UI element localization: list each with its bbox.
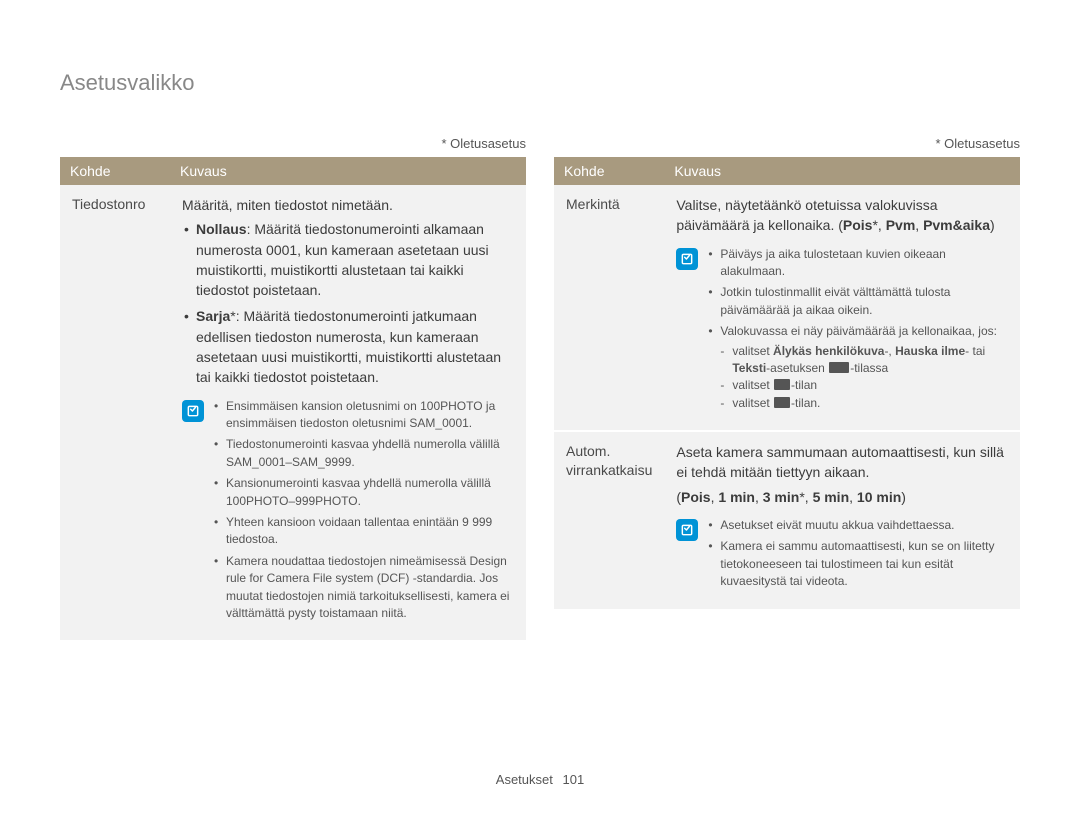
footer-section: Asetukset (496, 772, 553, 787)
note-item: Jotkin tulostinmallit eivät välttämättä … (708, 284, 1008, 319)
page-footer: Asetukset 101 (0, 772, 1080, 787)
default-note-left: * Oletusasetus (60, 136, 526, 151)
note-item: Kamera ei sammu automaattisesti, kun se … (708, 538, 1008, 590)
dash-text: -tilan (791, 378, 817, 392)
dash-text: valitset (732, 396, 773, 410)
bullet-lead: Sarja (196, 308, 230, 324)
th-kohde: Kohde (554, 157, 664, 185)
note-list: Päiväys ja aika tulostetaan kuvien oikea… (708, 246, 1008, 417)
kohde-cell: Merkintä (554, 185, 664, 431)
note-block: Päiväys ja aika tulostetaan kuvien oikea… (676, 246, 1008, 417)
page-title: Asetusvalikko (60, 70, 1020, 96)
options-line: (Pois, 1 min, 3 min*, 5 min, 10 min) (676, 487, 1008, 507)
note-list: Asetukset eivät muutu akkua vaihdettaess… (708, 517, 1008, 595)
intro-bold: Pvm (886, 217, 916, 233)
note-text: Valokuvassa ei näy päivämäärää ja kellon… (720, 324, 997, 338)
dash-item: valitset -tilan. (720, 395, 1008, 412)
left-column: * Oletusasetus Kohde Kuvaus Tiedostonro … (60, 136, 526, 640)
note-item: Kansionumerointi kasvaa yhdellä numeroll… (214, 475, 514, 510)
left-table: Kohde Kuvaus Tiedostonro Määritä, miten … (60, 157, 526, 640)
note-item: Päiväys ja aika tulostetaan kuvien oikea… (708, 246, 1008, 281)
note-icon (676, 519, 698, 541)
intro-part: , (878, 217, 886, 233)
dash-text: -tilan. (791, 396, 820, 410)
columns-container: * Oletusasetus Kohde Kuvaus Tiedostonro … (60, 136, 1020, 640)
dash-bold: Älykäs henkilökuva (773, 344, 884, 358)
th-kohde: Kohde (60, 157, 170, 185)
dash-item: valitset -tilan (720, 377, 1008, 394)
main-bullet-list: Nollaus: Määritä tiedostonumerointi alka… (182, 219, 514, 387)
note-block: Asetukset eivät muutu akkua vaihdettaess… (676, 517, 1008, 595)
th-kuvaus: Kuvaus (664, 157, 1020, 185)
intro-text: Aseta kamera sammumaan automaattisesti, … (676, 442, 1008, 483)
kohde-cell: Tiedostonro (60, 185, 170, 640)
note-item: Yhteen kansioon voidaan tallentaa enintä… (214, 514, 514, 549)
kuvaus-cell: Valitse, näytetäänkö otetuissa valokuvis… (664, 185, 1020, 431)
kohde-cell: Autom. virrankatkaisu (554, 431, 664, 608)
mode-icon (774, 397, 790, 408)
dash-text: -asetuksen (766, 361, 828, 375)
table-row: Merkintä Valitse, näytetäänkö otetuissa … (554, 185, 1020, 431)
note-item: Tiedostonumerointi kasvaa yhdellä numero… (214, 436, 514, 471)
note-item: Valokuvassa ei näy päivämäärää ja kellon… (708, 323, 1008, 412)
kuvaus-cell: Aseta kamera sammumaan automaattisesti, … (664, 431, 1020, 608)
intro-text: Määritä, miten tiedostot nimetään. (182, 195, 514, 215)
intro-bold: Pois (843, 217, 873, 233)
note-icon (182, 400, 204, 422)
list-item: Nollaus: Määritä tiedostonumerointi alka… (182, 219, 514, 300)
list-item: Sarja*: Määritä tiedostonumerointi jatku… (182, 306, 514, 387)
intro-bold: Pvm&aika (923, 217, 990, 233)
right-column: * Oletusasetus Kohde Kuvaus Merkintä Val… (554, 136, 1020, 640)
bullet-text: : Määritä tiedostonumerointi jatkumaan e… (196, 308, 501, 385)
right-table: Kohde Kuvaus Merkintä Valitse, näytetään… (554, 157, 1020, 609)
note-item: Ensimmäisen kansion oletusnimi on 100PHO… (214, 398, 514, 433)
mode-icon (774, 379, 790, 390)
table-row: Tiedostonro Määritä, miten tiedostot nim… (60, 185, 526, 640)
mode-icon (829, 362, 849, 373)
dash-text: valitset (732, 344, 773, 358)
table-row: Autom. virrankatkaisu Aseta kamera sammu… (554, 431, 1020, 608)
dash-list: valitset Älykäs henkilökuva-, Hauska ilm… (720, 343, 1008, 413)
note-icon (676, 248, 698, 270)
dash-text: - tai (965, 344, 985, 358)
intro-text: Valitse, näytetäänkö otetuissa valokuvis… (676, 195, 1008, 236)
note-list: Ensimmäisen kansion oletusnimi on 100PHO… (214, 398, 514, 627)
dash-bold: Hauska ilme (895, 344, 965, 358)
kuvaus-cell: Määritä, miten tiedostot nimetään. Nolla… (170, 185, 526, 640)
dash-text: -, (884, 344, 895, 358)
dash-bold: Teksti (732, 361, 766, 375)
intro-part: , (915, 217, 923, 233)
note-item: Asetukset eivät muutu akkua vaihdettaess… (708, 517, 1008, 534)
intro-part: ) (990, 217, 995, 233)
default-note-right: * Oletusasetus (554, 136, 1020, 151)
th-kuvaus: Kuvaus (170, 157, 526, 185)
bullet-lead: Nollaus (196, 221, 247, 237)
note-block: Ensimmäisen kansion oletusnimi on 100PHO… (182, 398, 514, 627)
note-item: Kamera noudattaa tiedostojen nimeämisess… (214, 553, 514, 623)
page: Asetusvalikko * Oletusasetus Kohde Kuvau… (0, 0, 1080, 680)
dash-item: valitset Älykäs henkilökuva-, Hauska ilm… (720, 343, 1008, 378)
dash-text: -tilassa (850, 361, 888, 375)
footer-page-number: 101 (563, 772, 585, 787)
dash-text: valitset (732, 378, 773, 392)
